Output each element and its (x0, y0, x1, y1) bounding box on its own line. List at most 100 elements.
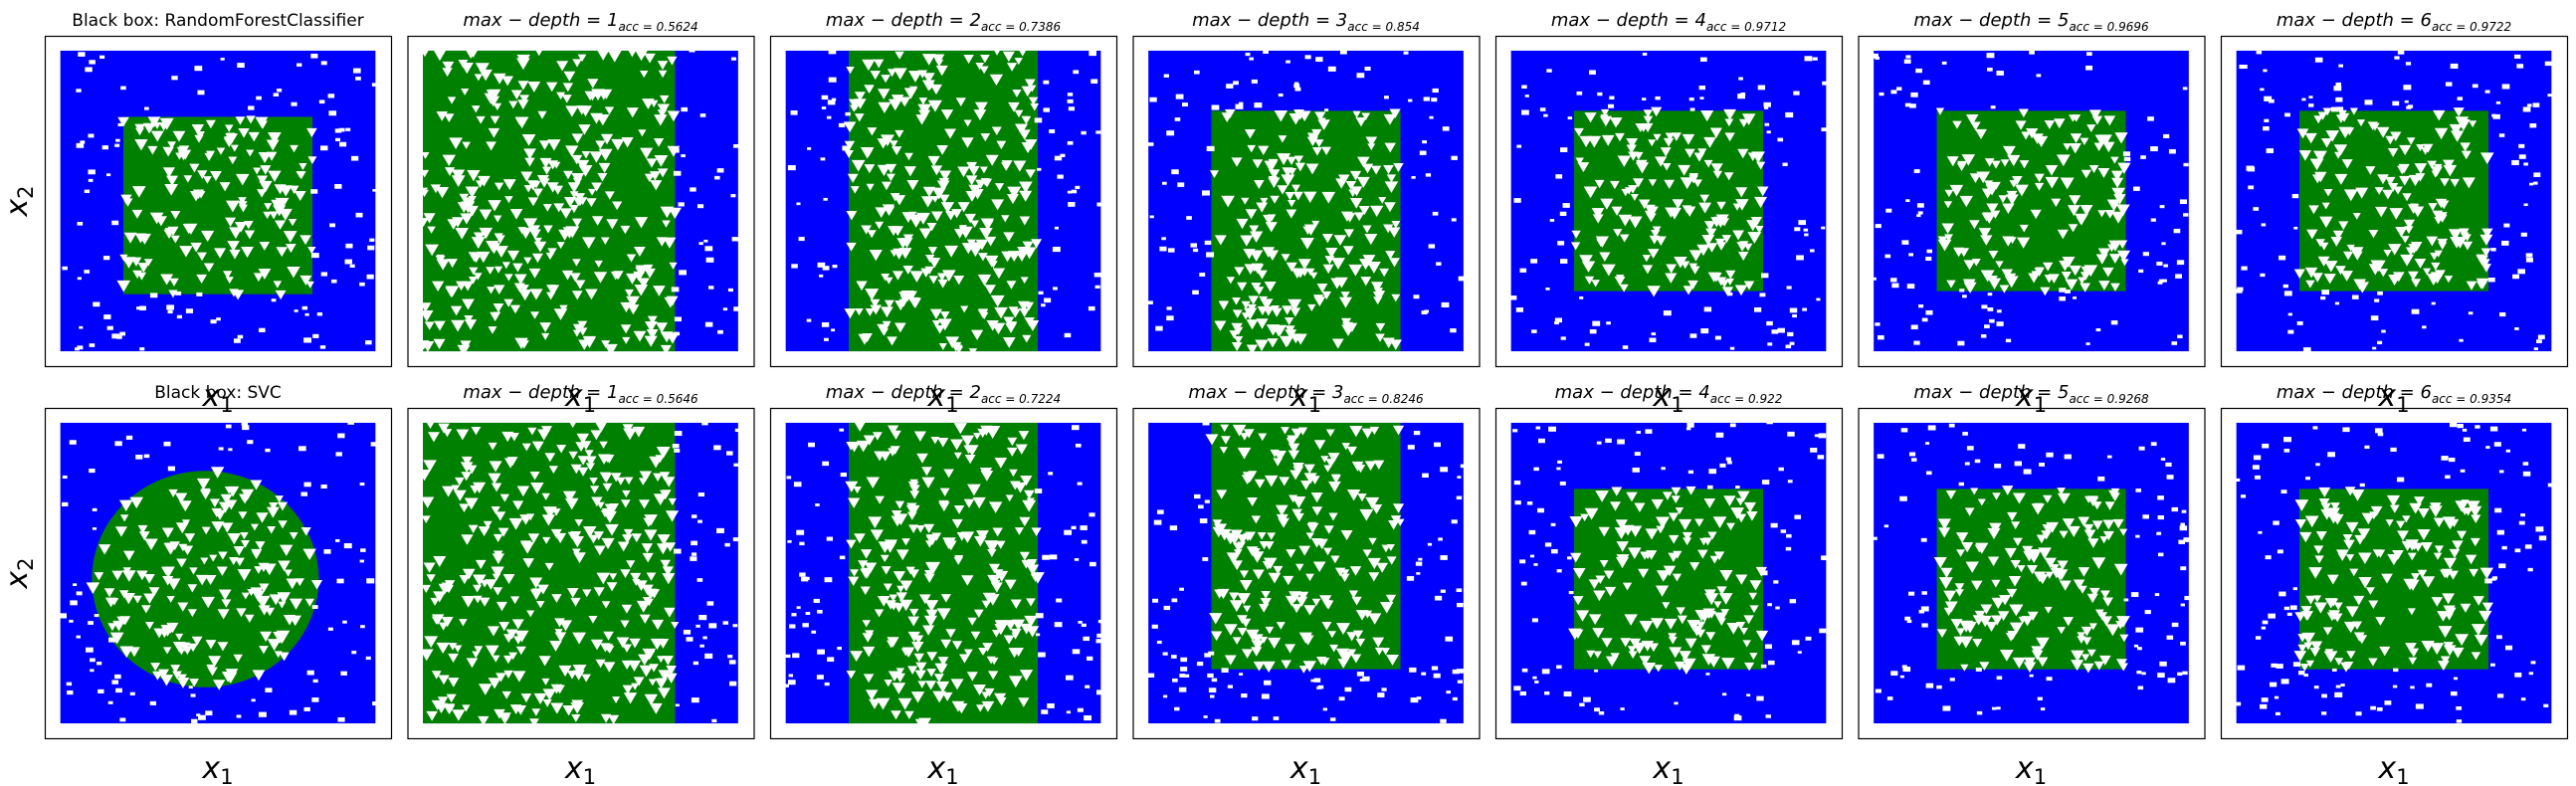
data-point (275, 290, 287, 300)
data-point (1042, 554, 1050, 560)
data-point (1278, 517, 1289, 528)
data-point (2106, 455, 2112, 459)
data-point (1639, 621, 1654, 633)
data-point (965, 445, 979, 457)
data-point (603, 662, 616, 673)
data-point (679, 270, 687, 276)
data-point (461, 534, 474, 545)
data-point (1642, 52, 1648, 56)
data-point (658, 70, 668, 79)
data-point (2040, 707, 2046, 711)
data-point (521, 443, 531, 452)
data-point (1425, 173, 1432, 177)
data-point (674, 431, 683, 436)
data-point (963, 498, 975, 508)
data-point (894, 322, 906, 333)
data-point (423, 460, 437, 472)
data-point (569, 204, 579, 214)
data-point (271, 199, 285, 211)
data-point (2031, 133, 2044, 144)
data-point (664, 607, 676, 618)
data-point (1300, 481, 1312, 491)
data-point (2314, 57, 2323, 63)
data-point (1683, 286, 1694, 295)
data-point (1340, 530, 1353, 541)
data-point (2404, 99, 2409, 103)
data-point (577, 456, 589, 466)
data-point (445, 287, 458, 298)
data-point (114, 674, 121, 680)
data-point (1735, 513, 1747, 523)
data-point (372, 188, 377, 192)
data-point (278, 601, 287, 609)
data-point (929, 308, 942, 319)
data-point (2293, 226, 2298, 230)
data-point (571, 699, 584, 710)
data-point (1655, 156, 1668, 167)
data-point (854, 533, 866, 544)
data-point (1276, 622, 1286, 630)
data-point (101, 145, 108, 150)
data-point (1263, 214, 1276, 226)
data-point (1381, 688, 1387, 691)
data-point (2428, 203, 2438, 211)
data-point (1570, 552, 1582, 563)
data-point (582, 589, 592, 598)
data-point (2178, 539, 2186, 544)
data-point (933, 54, 945, 65)
data-point (646, 329, 659, 340)
data-point (918, 98, 928, 105)
data-point (1630, 193, 1639, 201)
data-point (278, 560, 291, 572)
data-point (934, 324, 945, 334)
data-point (1321, 622, 1332, 631)
data-point (936, 180, 950, 192)
data-point (2023, 662, 2037, 674)
data-point (220, 493, 233, 504)
data-point (665, 542, 677, 552)
data-point (461, 201, 476, 214)
data-point (1340, 292, 1350, 299)
data-point (122, 550, 135, 561)
data-point (1988, 318, 1995, 323)
data-point (925, 562, 937, 573)
data-point (1031, 239, 1043, 249)
data-point (2011, 521, 2021, 529)
data-point (204, 575, 217, 586)
data-point (2102, 597, 2113, 607)
data-point (526, 610, 535, 618)
data-point (681, 154, 686, 158)
data-point (1411, 175, 1416, 179)
data-point (265, 607, 276, 617)
data-point (2372, 346, 2377, 350)
data-point (1320, 456, 1329, 464)
data-point (1294, 162, 1305, 172)
data-point (1026, 598, 1036, 607)
data-point (2023, 469, 2032, 475)
data-point (514, 274, 527, 286)
data-point (243, 220, 254, 230)
data-point (2374, 187, 2384, 195)
data-point (2437, 611, 2450, 622)
data-point (613, 271, 624, 280)
data-point (2144, 610, 2151, 615)
data-point (655, 678, 668, 689)
data-point (2452, 647, 2465, 659)
data-point (1240, 618, 1252, 628)
data-point (1628, 184, 1639, 194)
data-point (630, 572, 642, 583)
data-point (919, 594, 931, 605)
data-point (1198, 504, 1204, 509)
data-point (350, 155, 359, 161)
data-point (1171, 169, 1179, 175)
data-point (1003, 232, 1015, 242)
data-point (2283, 606, 2289, 611)
data-point (1723, 108, 1737, 120)
data-point (790, 110, 798, 115)
data-point (2333, 86, 2342, 92)
data-point (2083, 529, 2096, 540)
data-point (2423, 268, 2432, 276)
data-point (1226, 277, 1236, 285)
data-point (1991, 615, 2004, 626)
data-point (2399, 175, 2411, 186)
